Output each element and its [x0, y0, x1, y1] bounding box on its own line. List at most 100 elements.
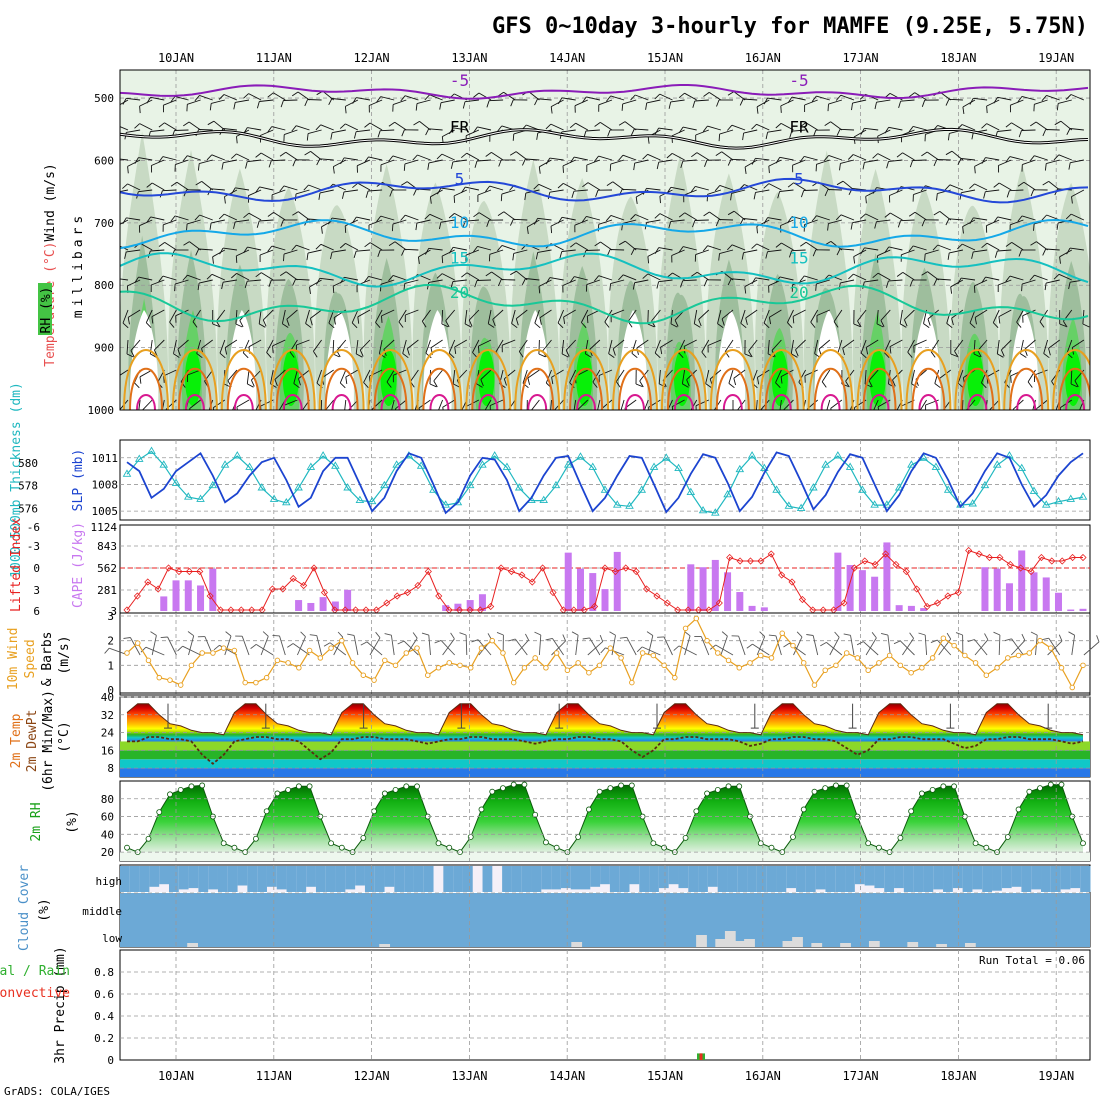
cape-bar [613, 551, 621, 611]
thickness-point [600, 485, 610, 493]
upper-wind-barb [798, 369, 806, 383]
upper-wind-barb [525, 278, 540, 281]
lifted-index-point [175, 567, 183, 576]
upper-wind-barb [504, 369, 516, 380]
upper-wind-barb [842, 339, 855, 349]
cape-bar [1067, 609, 1075, 611]
temp-band [120, 759, 1090, 769]
wind10m-point [629, 679, 635, 686]
upper-wind-barb [703, 279, 708, 287]
wind10m-point [403, 650, 410, 656]
high-cloud-bar [1060, 866, 1071, 890]
upper-wind-barb [615, 369, 625, 382]
upper-wind-barb [973, 339, 976, 355]
upper-wind-barb [497, 211, 505, 216]
thickness-point [649, 462, 659, 470]
upper-wind-barb [452, 127, 467, 131]
upper-wind-barb [510, 270, 517, 276]
upper-wind-barb [604, 309, 613, 323]
upper-wind-barb [516, 309, 528, 319]
upper-wind-barb [601, 399, 613, 410]
rh2m-point [897, 834, 904, 841]
upper-wind-barb [865, 196, 867, 204]
upper-wind-barb [247, 383, 254, 388]
wind10m-barb [360, 641, 368, 646]
wind10m-barb [390, 635, 395, 656]
upper-wind-barb [122, 98, 127, 105]
upper-wind-barb [631, 352, 638, 359]
high-cloud-bar [306, 866, 317, 887]
upper-wind-barb [908, 92, 915, 98]
temp-contour-label: 20 [450, 283, 469, 302]
date-label-top: 16JAN [745, 51, 781, 65]
upper-wind-barb [973, 353, 981, 358]
rh2m-point [1015, 806, 1022, 813]
upper-wind-barb [1011, 242, 1024, 251]
high-cloud-bar [1080, 866, 1091, 892]
upper-wind-barb [717, 309, 722, 324]
upper-wind-barb [359, 349, 364, 357]
surface-temp-contour [220, 349, 267, 410]
upper-wind-barb [727, 278, 732, 286]
upper-wind-barb [795, 339, 806, 351]
upper-wind-barb [636, 347, 639, 355]
upper-wind-barb [433, 380, 438, 388]
high-cloud-bar [747, 866, 758, 892]
ytitle-slp: SLP (mb) [71, 449, 86, 512]
upper-wind-barb [538, 166, 541, 174]
upper-wind-barb [430, 189, 443, 198]
upper-wind-barb [753, 192, 756, 200]
upper-wind-barb [283, 185, 298, 191]
upper-wind-barb [680, 280, 684, 288]
upper-wind-barb [884, 127, 890, 134]
rh-floor [120, 852, 1090, 861]
upper-wind-barb [464, 309, 468, 324]
upper-wind-barb [170, 215, 176, 222]
upper-wind-barb [120, 278, 129, 281]
upper-wind-barb [561, 249, 576, 252]
upper-wind-barb [973, 249, 988, 253]
upper-wind-barb [476, 159, 492, 162]
upper-wind-barb [724, 339, 734, 352]
upper-wind-barb [391, 224, 394, 232]
upper-wind-barb [582, 182, 589, 188]
upper-wind-barb [259, 219, 274, 222]
upper-wind-barb [465, 129, 480, 137]
upper-wind-barb [833, 321, 839, 328]
wind10m-point [382, 657, 388, 664]
wind10m-barb [967, 639, 975, 643]
upper-wind-barb [363, 369, 371, 383]
upper-wind-barb [368, 189, 383, 192]
lifted-index-point [539, 564, 547, 572]
upper-wind-barb [557, 322, 564, 329]
temp-contour-label: 15 [789, 249, 808, 268]
high-cloud-bar [884, 866, 895, 892]
surface-temp-contour [625, 394, 645, 410]
thickness-point [576, 452, 585, 460]
upper-wind-barb [537, 98, 552, 101]
upper-wind-barb [534, 309, 540, 324]
upper-wind-barb [780, 376, 783, 384]
high-cloud-bar [649, 866, 660, 892]
wind10m-barb [177, 645, 183, 652]
upper-wind-barb [450, 161, 454, 169]
high-cloud-bar [276, 866, 288, 890]
upper-wind-barb [949, 184, 964, 191]
wind10m-barb [279, 635, 286, 656]
cape-bar [687, 564, 695, 611]
rh-column-bright [674, 350, 690, 406]
upper-wind-barb [563, 316, 566, 324]
upper-wind-barb [402, 339, 407, 354]
upper-wind-barb [716, 99, 720, 107]
upper-wind-barb [945, 150, 953, 156]
cloud-cover-bars [120, 866, 1091, 947]
rh2m-point [800, 806, 807, 813]
wind10m-point [543, 665, 549, 671]
low-cloud-bar [840, 943, 851, 947]
upper-wind-barb [174, 215, 189, 221]
upper-wind-barb [860, 128, 865, 135]
upper-wind-barb [684, 212, 697, 221]
upper-wind-barb [744, 286, 747, 294]
rh2m-point [628, 782, 635, 789]
